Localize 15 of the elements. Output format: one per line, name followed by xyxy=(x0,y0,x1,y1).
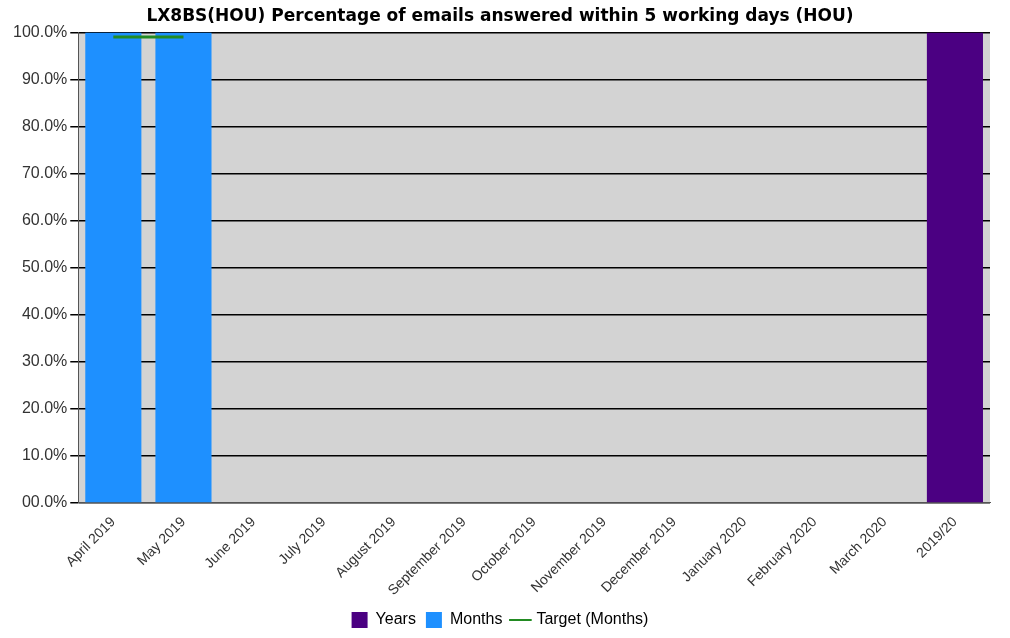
legend-label: Years xyxy=(375,610,416,628)
y-tick-label: 90.0% xyxy=(21,69,68,87)
chart-title: LX8BS(HOU) Percentage of emails answered within 5 working days (HOU) xyxy=(146,4,854,25)
y-tick-label: 80.0% xyxy=(21,116,68,134)
y-tick-label: 70.0% xyxy=(21,163,68,181)
y-tick-label: 40.0% xyxy=(21,305,68,323)
legend-label: Months xyxy=(449,610,503,628)
legend-label: Target (Months) xyxy=(536,610,649,628)
y-tick-label: 50.0% xyxy=(21,258,68,276)
y-tick-label: 60.0% xyxy=(21,211,68,229)
y-tick-label: 100.0% xyxy=(13,22,68,40)
y-tick-label: 00.0% xyxy=(21,493,68,511)
y-tick-label: 10.0% xyxy=(21,446,68,464)
y-tick-label: 30.0% xyxy=(21,352,68,370)
y-tick-label: 20.0% xyxy=(21,399,68,417)
